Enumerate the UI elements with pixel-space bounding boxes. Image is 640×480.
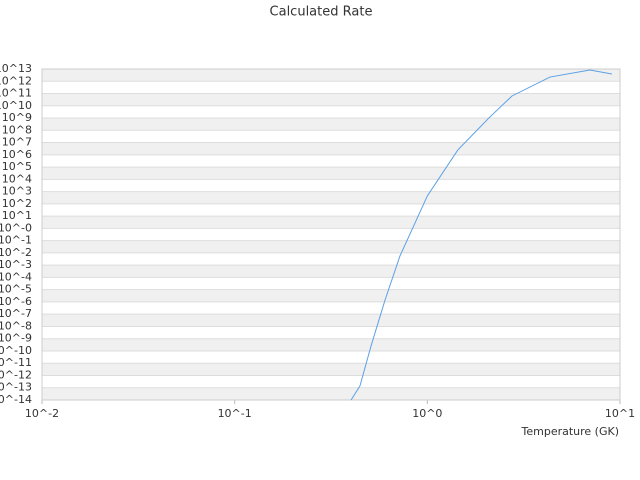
grid-band bbox=[42, 142, 620, 155]
y-tick-label: 10^12 bbox=[0, 74, 32, 87]
grid-band bbox=[42, 265, 620, 278]
x-axis-label: Temperature (GK) bbox=[521, 425, 620, 438]
grid-band bbox=[42, 387, 620, 400]
y-tick-label: 10^11 bbox=[0, 87, 32, 100]
y-tick-label: 10^7 bbox=[2, 136, 32, 149]
grid-band bbox=[42, 118, 620, 131]
plot-frame bbox=[41, 68, 621, 401]
y-tick-label: 10^9 bbox=[2, 111, 32, 124]
y-tick-label: 10^-10 bbox=[0, 344, 32, 357]
y-tick-label: 10^-1 bbox=[0, 234, 32, 247]
grid-band bbox=[42, 93, 620, 106]
y-tick-label: 10^-12 bbox=[0, 368, 32, 381]
y-tick-label: 10^-9 bbox=[0, 332, 32, 345]
y-tick-label: 10^6 bbox=[2, 148, 32, 161]
y-tick-label: 10^-2 bbox=[0, 246, 32, 259]
grid-band bbox=[42, 240, 620, 253]
y-tick-label: 10^5 bbox=[2, 160, 32, 173]
x-tick-label: 10^-1 bbox=[218, 407, 252, 420]
y-tick-label: 10^10 bbox=[0, 99, 32, 112]
y-tick-label: 10^8 bbox=[2, 123, 32, 136]
y-tick-label: 10^-4 bbox=[0, 270, 32, 283]
y-tick-label: 10^-13 bbox=[0, 381, 32, 394]
y-tick-label: 10^-11 bbox=[0, 356, 32, 369]
y-tick-label: 10^-6 bbox=[0, 295, 32, 308]
grid-band bbox=[42, 216, 620, 229]
grid-band bbox=[42, 314, 620, 327]
grid-band bbox=[42, 167, 620, 180]
y-tick-label: 10^3 bbox=[2, 185, 32, 198]
y-tick-label: 10^2 bbox=[2, 197, 32, 210]
grid-band bbox=[42, 338, 620, 351]
y-tick-label: 10^-5 bbox=[0, 283, 32, 296]
series-line bbox=[350, 69, 613, 401]
grid-band bbox=[42, 69, 620, 82]
x-tick-label: 10^0 bbox=[412, 407, 442, 420]
y-tick-label: 10^1 bbox=[2, 209, 32, 222]
grid-band bbox=[42, 191, 620, 204]
chart-title: Calculated Rate bbox=[270, 5, 373, 20]
y-tick-label: 10^-7 bbox=[0, 307, 32, 320]
y-tick-label: 10^4 bbox=[2, 172, 32, 185]
x-tick-label: 10^1 bbox=[605, 407, 635, 420]
grid-band bbox=[42, 289, 620, 302]
y-tick-label: 10^-0 bbox=[0, 221, 32, 234]
y-tick-label: 10^13 bbox=[0, 62, 32, 75]
y-tick-label: 10^-3 bbox=[0, 258, 32, 271]
grid-band bbox=[42, 363, 620, 376]
y-tick-label: 10^-8 bbox=[0, 319, 32, 332]
y-tick-label: 10^-14 bbox=[0, 393, 32, 406]
x-tick-label: 10^-2 bbox=[25, 407, 59, 420]
